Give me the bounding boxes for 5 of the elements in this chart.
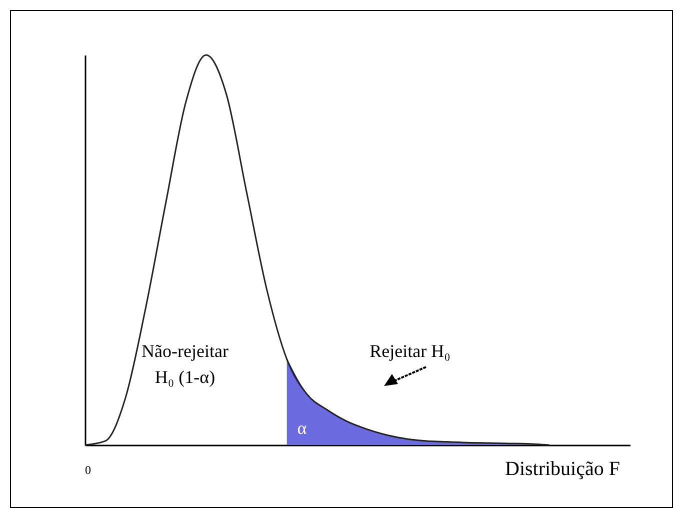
annotation: Rejeitar H₀ — [370, 341, 450, 361]
x-axis-title: Distribuição F — [505, 458, 620, 480]
annotation: α — [297, 418, 308, 438]
text: 0 — [85, 463, 91, 477]
annotation: Não-rejeitar H₀ (1-α) — [142, 341, 228, 387]
